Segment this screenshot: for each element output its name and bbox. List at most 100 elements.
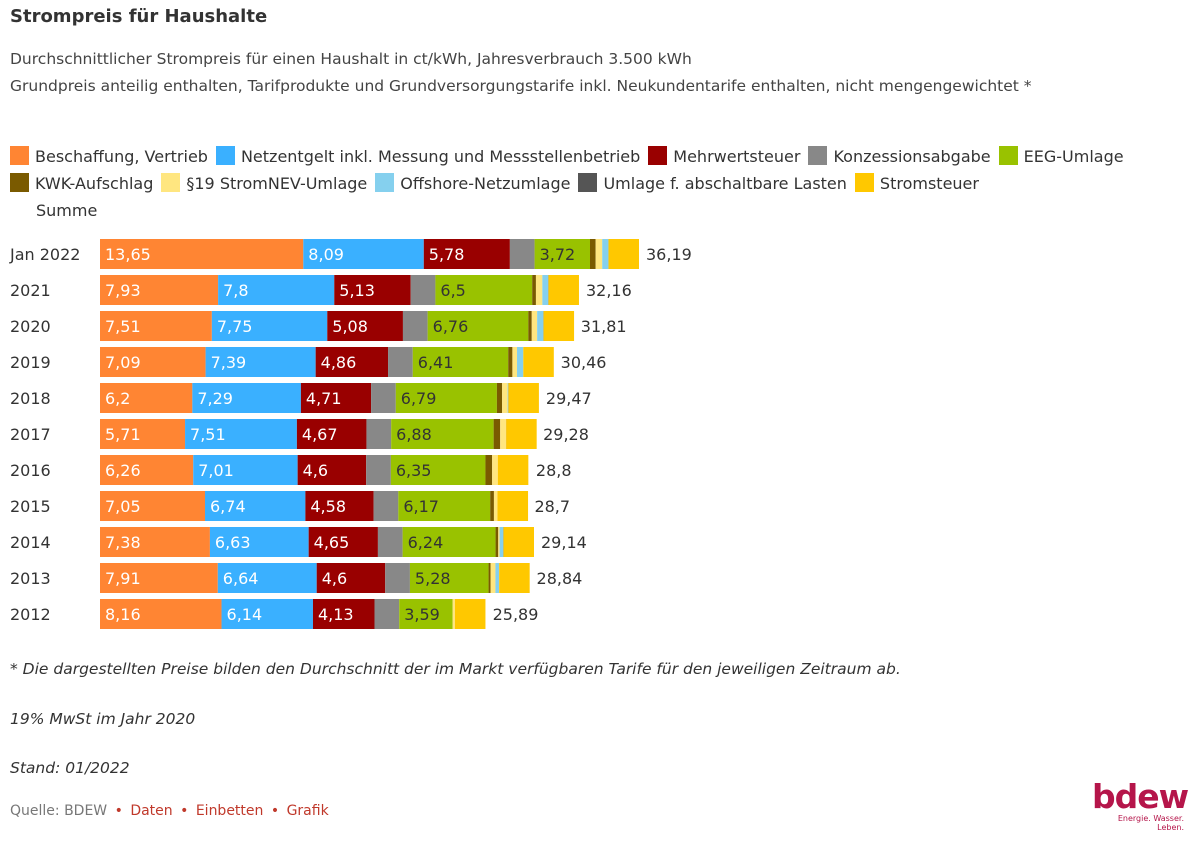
bar-segment[interactable] bbox=[300, 383, 372, 413]
bar-segment[interactable] bbox=[193, 455, 298, 485]
bar-segment[interactable] bbox=[602, 239, 609, 269]
bar-segment[interactable] bbox=[371, 383, 396, 413]
bar-segment[interactable] bbox=[312, 599, 375, 629]
bar-segment[interactable] bbox=[506, 419, 537, 449]
bar-segment[interactable] bbox=[435, 275, 533, 305]
bar-segment[interactable] bbox=[185, 419, 297, 449]
bar-segment[interactable] bbox=[334, 275, 411, 305]
bar-segment[interactable] bbox=[427, 311, 529, 341]
legend-item[interactable]: EEG-Umlage bbox=[998, 143, 1124, 170]
data-link[interactable]: Daten bbox=[130, 803, 173, 819]
legend-item[interactable]: Offshore-Netzumlage bbox=[375, 170, 570, 197]
bar-segment[interactable] bbox=[543, 311, 575, 341]
legend-item[interactable]: Stromsteuer bbox=[854, 170, 979, 197]
bar-segment[interactable] bbox=[509, 239, 535, 269]
legend-item[interactable]: Konzessionsabgabe bbox=[808, 143, 991, 170]
bar-segment[interactable] bbox=[452, 599, 455, 629]
graphic-link[interactable]: Grafik bbox=[286, 803, 329, 819]
bar-segment[interactable] bbox=[508, 383, 539, 413]
bar-segment[interactable] bbox=[498, 527, 500, 557]
bar-segment[interactable] bbox=[100, 383, 193, 413]
bar-segment[interactable] bbox=[542, 275, 549, 305]
bar-segment[interactable] bbox=[517, 347, 524, 377]
bar-segment[interactable] bbox=[495, 563, 500, 593]
bar-segment[interactable] bbox=[305, 491, 374, 521]
bar-segment[interactable] bbox=[316, 563, 386, 593]
bar-segment[interactable] bbox=[377, 527, 403, 557]
bar-segment[interactable] bbox=[595, 239, 603, 269]
bar-segment[interactable] bbox=[490, 563, 496, 593]
bar-segment[interactable] bbox=[366, 419, 392, 449]
legend-item[interactable]: Beschaffung, Vertrieb bbox=[10, 143, 208, 170]
bar-segment[interactable] bbox=[409, 563, 489, 593]
embed-link[interactable]: Einbetten bbox=[195, 803, 264, 819]
bar-segment[interactable] bbox=[388, 347, 413, 377]
bar-segment[interactable] bbox=[492, 455, 498, 485]
bar-segment[interactable] bbox=[205, 491, 306, 521]
legend-item[interactable]: §19 StromNEV-Umlage bbox=[161, 170, 367, 197]
bar-segment[interactable] bbox=[303, 239, 424, 269]
bar-segment[interactable] bbox=[497, 455, 529, 485]
bar-segment[interactable] bbox=[385, 563, 410, 593]
bar-segment[interactable] bbox=[209, 527, 309, 557]
bar-segment[interactable] bbox=[100, 491, 205, 521]
bar-segment[interactable] bbox=[410, 275, 436, 305]
legend-item[interactable]: Mehrwertsteuer bbox=[648, 143, 800, 170]
bar-segment[interactable] bbox=[218, 275, 335, 305]
bar-segment[interactable] bbox=[535, 275, 543, 305]
bar-segment[interactable] bbox=[374, 599, 400, 629]
bar-segment[interactable] bbox=[221, 599, 313, 629]
bar-segment[interactable] bbox=[496, 383, 503, 413]
bar-segment[interactable] bbox=[100, 563, 218, 593]
bar-segment[interactable] bbox=[531, 311, 538, 341]
bar-segment[interactable] bbox=[500, 419, 506, 449]
bar-segment[interactable] bbox=[402, 311, 428, 341]
bar-segment[interactable] bbox=[507, 383, 509, 413]
bar-segment[interactable] bbox=[205, 347, 316, 377]
bar-segment[interactable] bbox=[590, 239, 596, 269]
bar-segment[interactable] bbox=[495, 527, 499, 557]
bar-segment[interactable] bbox=[192, 383, 301, 413]
bar-segment[interactable] bbox=[548, 275, 579, 305]
bar-segment[interactable] bbox=[100, 239, 304, 269]
bar-segment[interactable] bbox=[508, 347, 513, 377]
bar-segment[interactable] bbox=[100, 275, 219, 305]
bar-segment[interactable] bbox=[373, 491, 399, 521]
bar-segment[interactable] bbox=[488, 563, 491, 593]
bar-segment[interactable] bbox=[499, 563, 530, 593]
bar-segment[interactable] bbox=[528, 311, 532, 341]
bar-segment[interactable] bbox=[100, 599, 222, 629]
bar-segment[interactable] bbox=[399, 599, 453, 629]
bar-segment[interactable] bbox=[100, 347, 206, 377]
bar-segment[interactable] bbox=[490, 491, 494, 521]
bar-segment[interactable] bbox=[327, 311, 403, 341]
bar-segment[interactable] bbox=[523, 347, 554, 377]
bar-segment[interactable] bbox=[308, 527, 378, 557]
bar-segment[interactable] bbox=[485, 455, 493, 485]
bar-segment[interactable] bbox=[503, 527, 534, 557]
bar-segment[interactable] bbox=[391, 419, 494, 449]
bar-segment[interactable] bbox=[497, 491, 529, 521]
bar-segment[interactable] bbox=[366, 455, 391, 485]
bar-segment[interactable] bbox=[499, 527, 504, 557]
bar-segment[interactable] bbox=[493, 491, 498, 521]
bar-segment[interactable] bbox=[532, 275, 536, 305]
bar-segment[interactable] bbox=[534, 239, 590, 269]
bar-segment[interactable] bbox=[454, 599, 486, 629]
bar-segment[interactable] bbox=[296, 419, 367, 449]
bar-segment[interactable] bbox=[512, 347, 518, 377]
bar-segment[interactable] bbox=[537, 311, 544, 341]
legend-item[interactable]: KWK-Aufschlag bbox=[10, 170, 153, 197]
bar-segment[interactable] bbox=[100, 527, 210, 557]
bar-segment[interactable] bbox=[608, 239, 639, 269]
bar-segment[interactable] bbox=[412, 347, 509, 377]
bar-segment[interactable] bbox=[100, 455, 194, 485]
bar-segment[interactable] bbox=[423, 239, 510, 269]
bar-segment[interactable] bbox=[502, 383, 508, 413]
bar-segment[interactable] bbox=[100, 311, 212, 341]
bar-segment[interactable] bbox=[100, 419, 186, 449]
bar-segment[interactable] bbox=[390, 455, 486, 485]
bar-segment[interactable] bbox=[217, 563, 317, 593]
bar-segment[interactable] bbox=[315, 347, 389, 377]
bar-segment[interactable] bbox=[395, 383, 497, 413]
